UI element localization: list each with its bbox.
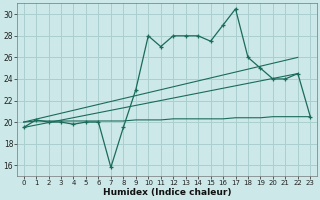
X-axis label: Humidex (Indice chaleur): Humidex (Indice chaleur) <box>103 188 231 197</box>
